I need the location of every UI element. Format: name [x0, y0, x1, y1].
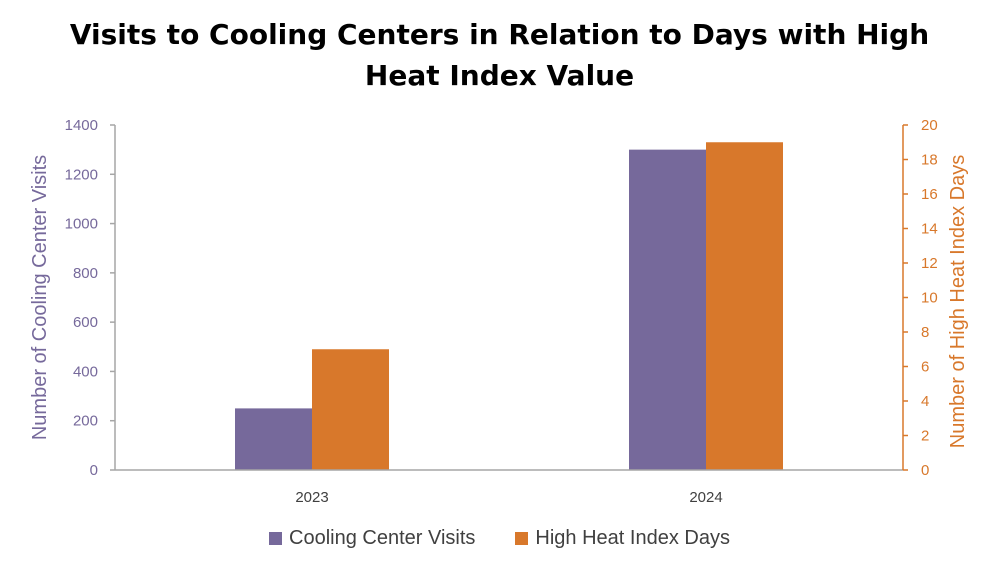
legend-label-heat-days: High Heat Index Days	[535, 527, 730, 549]
bar-heat-days-2023	[312, 349, 389, 470]
y-left-tick-label-400: 400	[73, 363, 98, 380]
y-right-tick-label-10: 10	[921, 290, 938, 307]
y-left-tick-label-200: 200	[73, 413, 98, 430]
y-left-tick-label-600: 600	[73, 314, 98, 331]
chart-title: Visits to Cooling Centers in Relation to…	[0, 14, 999, 96]
y-left-tick-label-1200: 1200	[65, 166, 98, 183]
y-right-tick-label-6: 6	[921, 359, 929, 376]
x-tick-label-2024: 2024	[689, 489, 722, 506]
y-left-tick-label-800: 800	[73, 265, 98, 282]
bar-heat-days-2024	[706, 142, 783, 470]
chart-title-line-1: Visits to Cooling Centers in Relation to…	[69, 18, 930, 51]
y-right-axis-title: Number of High Heat Index Days	[947, 155, 969, 448]
legend: Cooling Center Visits High Heat Index Da…	[0, 527, 999, 550]
y-left-axis-title: Number of Cooling Center Visits	[29, 155, 51, 440]
bar-visits-2023	[235, 408, 312, 470]
chart-title-line-2: Heat Index Value	[364, 59, 635, 92]
y-right-tick-label-2: 2	[921, 428, 929, 445]
legend-item-heat-days: High Heat Index Days	[515, 527, 730, 550]
legend-item-visits: Cooling Center Visits	[269, 527, 475, 550]
y-right-tick-label-14: 14	[921, 221, 938, 238]
y-left-tick-label-0: 0	[90, 462, 98, 479]
y-right-tick-label-20: 20	[921, 117, 938, 134]
bar-visits-2024	[629, 149, 706, 470]
y-right-tick-label-8: 8	[921, 324, 929, 341]
y-right-tick-label-0: 0	[921, 462, 929, 479]
y-right-tick-label-4: 4	[921, 393, 929, 410]
y-left-tick-label-1000: 1000	[65, 216, 98, 233]
legend-swatch-heat-days	[515, 532, 529, 545]
legend-swatch-visits	[269, 532, 283, 545]
y-right-tick-label-12: 12	[921, 255, 938, 272]
y-right-tick-label-18: 18	[921, 152, 938, 169]
legend-label-visits: Cooling Center Visits	[289, 527, 476, 549]
x-tick-label-2023: 2023	[295, 489, 328, 506]
y-left-tick-label-1400: 1400	[65, 117, 98, 134]
y-right-tick-label-16: 16	[921, 186, 938, 203]
